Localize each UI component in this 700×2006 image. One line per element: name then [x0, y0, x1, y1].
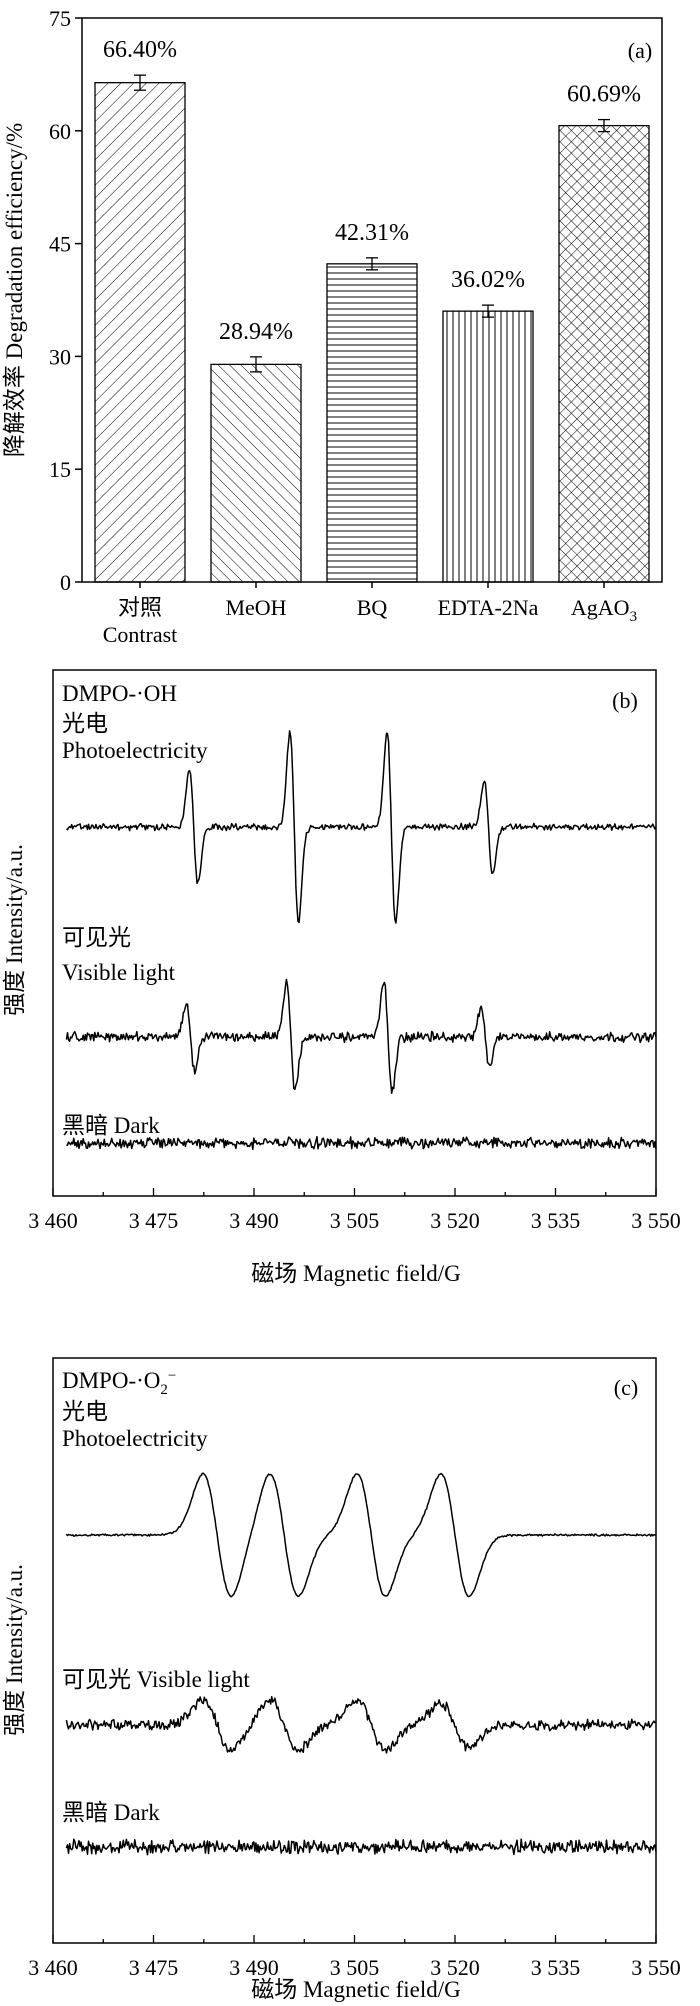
y-tick-label: 75	[49, 6, 71, 31]
x-tick-label: 3 535	[531, 1955, 581, 1980]
spectra	[65, 1472, 657, 1856]
y-axis-label-c: 强度 Intensity/a.u.	[2, 1564, 27, 1736]
bar	[442, 310, 534, 583]
series-label-en-b0: Photoelectricity	[62, 738, 208, 763]
y-tick-label: 60	[49, 119, 71, 144]
spectrum-line	[66, 1135, 657, 1151]
x-tick-label: BQ	[357, 595, 388, 620]
x-tick-label: 3 520	[430, 1955, 480, 1980]
series-label-en-b1: Visible light	[62, 960, 176, 985]
bar-value-label: 28.94%	[219, 319, 293, 345]
y-tick-label: 45	[49, 232, 71, 257]
series-label-c1: 可见光 Visible light	[62, 1667, 250, 1692]
x-tick-label: 3 520	[430, 1208, 480, 1233]
x-tick-label: 3 475	[129, 1208, 179, 1233]
x-tick-label: 3 460	[28, 1955, 78, 1980]
x-axis-label-b: 磁场 Magnetic field/G	[251, 1261, 461, 1286]
x-ticks: 3 460 3 475 3 490 3 505 3 520 3 535 3 550	[28, 1188, 681, 1233]
epr-spectrum-o2: 3 460 3 475 3 490 3 505 3 520 3 535 3 550 (c) …	[2, 1357, 681, 2002]
series-label-b2: 黑暗 Dark	[62, 1113, 160, 1138]
spin-adduct-title-b: DMPO-·OH	[62, 681, 177, 706]
epr-spectrum-oh: 3 460 3 475 3 490 3 505 3 520 3 535 3 550 (b) …	[2, 669, 681, 1286]
x-tick-label: 3 475	[129, 1955, 179, 1980]
y-tick-label: 30	[49, 344, 71, 369]
series-label-c2: 黑暗 Dark	[62, 1800, 160, 1825]
x-tick-label: 3 550	[631, 1208, 681, 1233]
x-tick-label: MeOH	[225, 595, 286, 620]
y-tick-label: 15	[49, 457, 71, 482]
y-axis-label-b: 强度 Intensity/a.u.	[2, 844, 27, 1016]
bar-value-label: 60.69%	[567, 82, 641, 108]
x-tick-label: 3 550	[631, 1955, 681, 1980]
panel-b: 3 460 3 475 3 490 3 505 3 520 3 535 3 550 (b) …	[0, 655, 700, 1315]
x-tick-label: 3 535	[531, 1208, 581, 1233]
x-tick-label: 3 490	[229, 1955, 279, 1980]
panel-label-b: (b)	[612, 688, 638, 713]
panel-c: 3 460 3 475 3 490 3 505 3 520 3 535 3 550 (c) …	[0, 1315, 700, 2006]
series-label-en-c0: Photoelectricity	[62, 1426, 208, 1451]
y-tick-label: 0	[60, 570, 71, 595]
bar-value-label: 42.31%	[335, 220, 409, 246]
series-label-cn-c0: 光电	[62, 1399, 108, 1424]
spectrum-line	[65, 1472, 657, 1598]
x-tick-label: AgAO3	[571, 595, 637, 625]
x-tick-label-line2: Contrast	[103, 622, 178, 647]
x-tick-label: 3 490	[229, 1208, 279, 1233]
x-tick-label: 3 505	[330, 1955, 380, 1980]
panel-label-c: (c)	[614, 1375, 638, 1400]
spectrum-line	[66, 730, 657, 924]
y-axis-label-a: 降解效率 Degradation efficiency/%	[2, 123, 27, 457]
series-label-cn-b1: 可见光	[62, 925, 131, 950]
bar-chart: 66.40% 28.94% 42.31% 36.02% 60.69% 0 15 30 45 60…	[2, 6, 663, 647]
spectra	[65, 730, 657, 1151]
bar	[326, 263, 418, 583]
series-label-cn-b0: 光电	[62, 711, 108, 736]
spectrum-line	[65, 1838, 657, 1856]
bar-value-label: 36.02%	[451, 267, 525, 293]
bar-value-label: 66.40%	[103, 37, 177, 63]
x-tick-label: EDTA-2Na	[438, 595, 539, 620]
x-axis-label-c: 磁场 Magnetic field/G	[251, 1977, 461, 2002]
bar	[94, 82, 186, 583]
x-ticks: 3 460 3 475 3 490 3 505 3 520 3 535 3 550	[28, 1935, 681, 1980]
x-tick-label: 3 460	[28, 1208, 78, 1233]
bar	[558, 124, 650, 583]
spectrum-line	[65, 1695, 657, 1754]
panel-a: 66.40% 28.94% 42.31% 36.02% 60.69% 0 15 30 45 60…	[0, 0, 700, 655]
bars: 66.40% 28.94% 42.31% 36.02% 60.69%	[94, 37, 650, 583]
x-tick-label: 3 505	[330, 1208, 380, 1233]
panel-label-a: (a)	[628, 38, 652, 63]
spin-adduct-title-c: DMPO-·O2−	[62, 1368, 176, 1398]
bar	[210, 363, 302, 583]
spectrum-line	[65, 978, 657, 1095]
x-tick-label: 对照	[118, 595, 162, 620]
